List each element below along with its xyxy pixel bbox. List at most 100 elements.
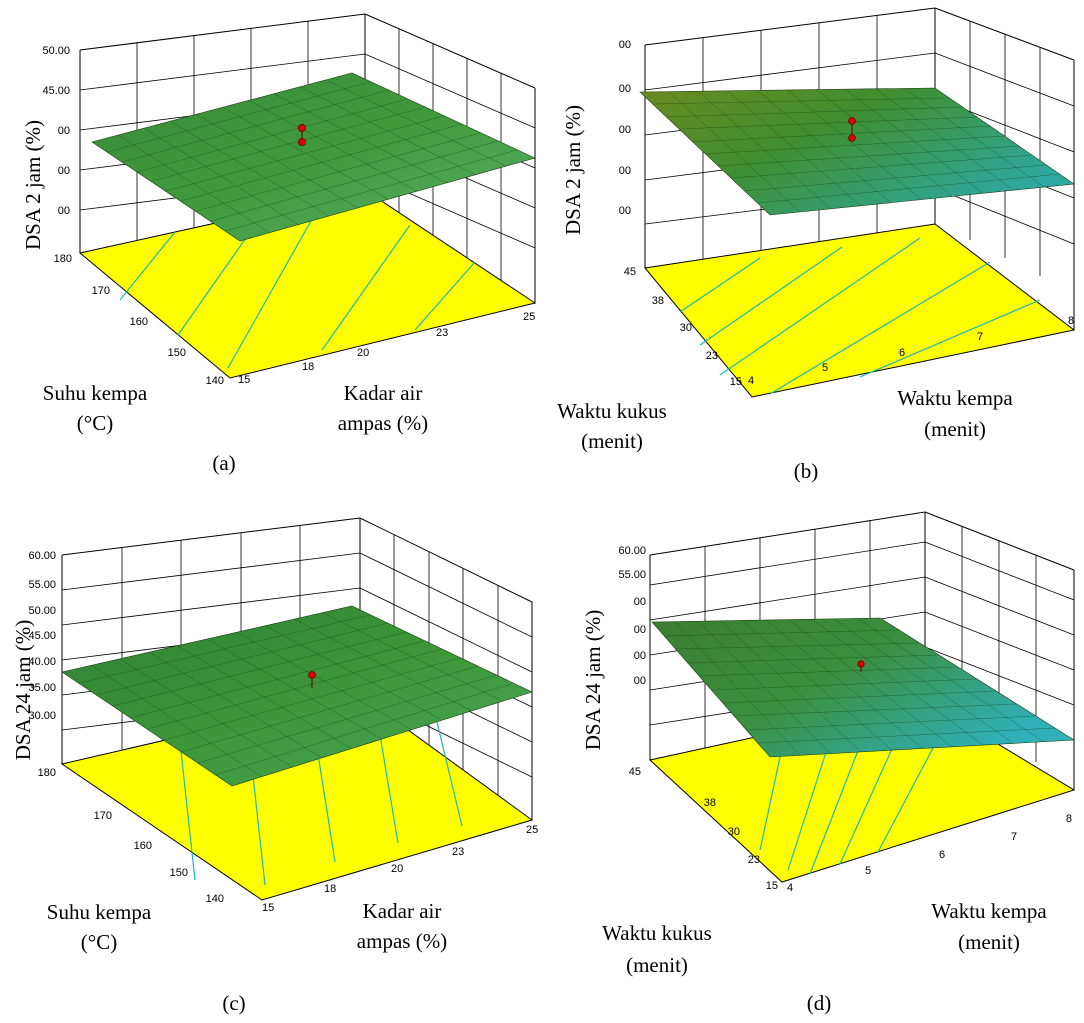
x-tick-label: 8: [1066, 813, 1072, 825]
z-tick-label: 60.00: [618, 545, 646, 557]
x-tick-label: 25: [523, 311, 535, 323]
panel-c-y-axis-label: Suhu kempa: [47, 900, 152, 924]
panel-a-z-ticks: 50.00 45.00 00 00 00: [42, 45, 70, 217]
panel-b-design-point: [848, 117, 856, 125]
panel-b-y-ticks: 45 38 30 23 15: [624, 266, 742, 388]
x-tick-label: 8: [1068, 315, 1074, 327]
panel-c-y-axis-unit: (°C): [81, 930, 117, 954]
z-tick-label: 00: [58, 165, 70, 177]
x-tick-label: 4: [748, 375, 754, 387]
panel-b-design-point: [848, 134, 856, 142]
panel-c-caption: (c): [222, 991, 245, 1015]
x-tick-label: 20: [357, 347, 369, 359]
panel-b-y-axis-unit: (menit): [581, 429, 643, 453]
z-tick-label: 00: [634, 624, 646, 636]
y-tick-label: 170: [94, 810, 112, 822]
y-tick-label: 180: [54, 253, 72, 265]
y-tick-label: 23: [706, 350, 718, 362]
panel-b-x-ticks: 4 5 6 7 8: [748, 315, 1074, 387]
panel-d-y-axis-label: Waktu kukus: [602, 921, 712, 945]
panel-a-x-ticks: 15 18 20 23 25: [238, 311, 535, 386]
z-tick-label: 45.00: [28, 630, 56, 642]
panel-d-z-ticks: 60.00 55.00 00 00 00 00: [618, 545, 646, 687]
z-tick-label: 35.00: [28, 682, 56, 694]
panel-d-design-points: [857, 660, 865, 672]
x-tick-label: 7: [977, 331, 983, 343]
x-tick-label: 18: [302, 361, 314, 373]
y-tick-label: 15: [730, 376, 742, 388]
y-tick-label: 45: [629, 766, 641, 778]
x-tick-label: 23: [436, 327, 448, 339]
panel-b-floor: [644, 223, 1076, 398]
x-tick-label: 20: [391, 863, 403, 875]
panel-d-design-point: [857, 660, 865, 668]
y-tick-label: 30: [728, 826, 740, 838]
panel-b-floor-contours: [679, 237, 1041, 395]
panel-c-surface-mesh: [78, 612, 515, 778]
panel-a-frame: [79, 13, 536, 303]
panel-a-design-point: [297, 137, 306, 146]
panel-d: 60.00 55.00 00 00 00 00 45 38 30 23 15 4…: [581, 511, 1076, 1015]
x-tick-label: 25: [526, 824, 538, 836]
panel-b-x-axis-label: Waktu kempa: [897, 386, 1013, 410]
panel-a-design-points: [297, 124, 306, 146]
panel-b-x-axis-unit: (menit): [924, 417, 986, 441]
x-tick-label: 7: [1011, 831, 1017, 843]
x-tick-label: 15: [238, 374, 250, 386]
panel-b-z-axis-label: DSA 2 jam (%): [561, 105, 585, 235]
panel-c-x-axis-label: Kadar air: [363, 899, 442, 923]
y-tick-label: 30: [680, 322, 692, 334]
z-tick-label: 00: [619, 39, 631, 51]
panel-a: 50.00 45.00 00 00 00 180 170 160 150 140…: [21, 13, 537, 475]
y-tick-label: 150: [170, 867, 188, 879]
y-tick-label: 23: [748, 854, 760, 866]
panel-c-design-points: [308, 671, 316, 688]
panel-a-surface-mesh: [106, 79, 518, 234]
panel-a-surface: [91, 72, 536, 242]
panel-d-x-axis-label: Waktu kempa: [931, 899, 1047, 923]
x-tick-label: 5: [822, 362, 828, 374]
z-tick-label: 45.00: [42, 85, 70, 97]
z-tick-label: 50.00: [42, 45, 70, 57]
z-tick-label: 60.00: [28, 550, 56, 562]
z-tick-label: 00: [58, 205, 70, 217]
panel-d-x-axis-unit: (menit): [958, 930, 1020, 954]
z-tick-label: 00: [634, 675, 646, 687]
panel-c-design-point: [308, 671, 316, 679]
z-tick-label: 40.00: [28, 656, 56, 668]
z-tick-label: 00: [634, 650, 646, 662]
panel-b-caption: (b): [794, 459, 819, 483]
panel-a-x-axis-unit: ampas (%): [338, 411, 428, 435]
y-tick-label: 140: [206, 893, 224, 905]
panel-a-y-axis-label: Suhu kempa: [43, 381, 148, 405]
x-tick-label: 15: [262, 902, 274, 914]
z-tick-label: 00: [58, 125, 70, 137]
y-tick-label: 180: [38, 767, 56, 779]
x-tick-label: 5: [865, 865, 871, 877]
z-tick-label: 55.00: [618, 569, 646, 581]
panel-c-surface: [61, 605, 533, 787]
x-tick-label: 18: [324, 883, 336, 895]
x-tick-label: 6: [939, 849, 945, 861]
panel-d-surface: [651, 617, 1075, 758]
panel-a-y-axis-unit: (°C): [77, 411, 113, 435]
z-tick-label: 00: [619, 124, 631, 136]
panel-c-z-axis-label: DSA 24 jam (%): [11, 620, 35, 761]
y-tick-label: 160: [134, 840, 152, 852]
z-tick-label: 50.00: [28, 605, 56, 617]
panel-b-surface-mesh: [652, 88, 1061, 213]
panel-c-z-ticks: 60.00 55.00 50.00 45.00 40.00 35.00 30.0…: [28, 550, 56, 722]
panel-c-y-ticks: 180 170 160 150 140: [38, 767, 224, 905]
y-tick-label: 38: [652, 295, 664, 307]
panel-a-y-ticks: 180 170 160 150 140: [54, 253, 224, 387]
y-tick-label: 140: [206, 375, 224, 387]
panel-b-surface: [639, 87, 1075, 216]
z-tick-label: 00: [619, 165, 631, 177]
y-tick-label: 160: [130, 316, 148, 328]
y-tick-label: 45: [624, 266, 636, 278]
panel-b-y-axis-label: Waktu kukus: [557, 399, 667, 423]
panel-a-z-axis-label: DSA 2 jam (%): [21, 120, 45, 250]
panel-c-x-axis-unit: ampas (%): [357, 929, 447, 953]
panel-d-y-ticks: 45 38 30 23 15: [629, 766, 778, 892]
